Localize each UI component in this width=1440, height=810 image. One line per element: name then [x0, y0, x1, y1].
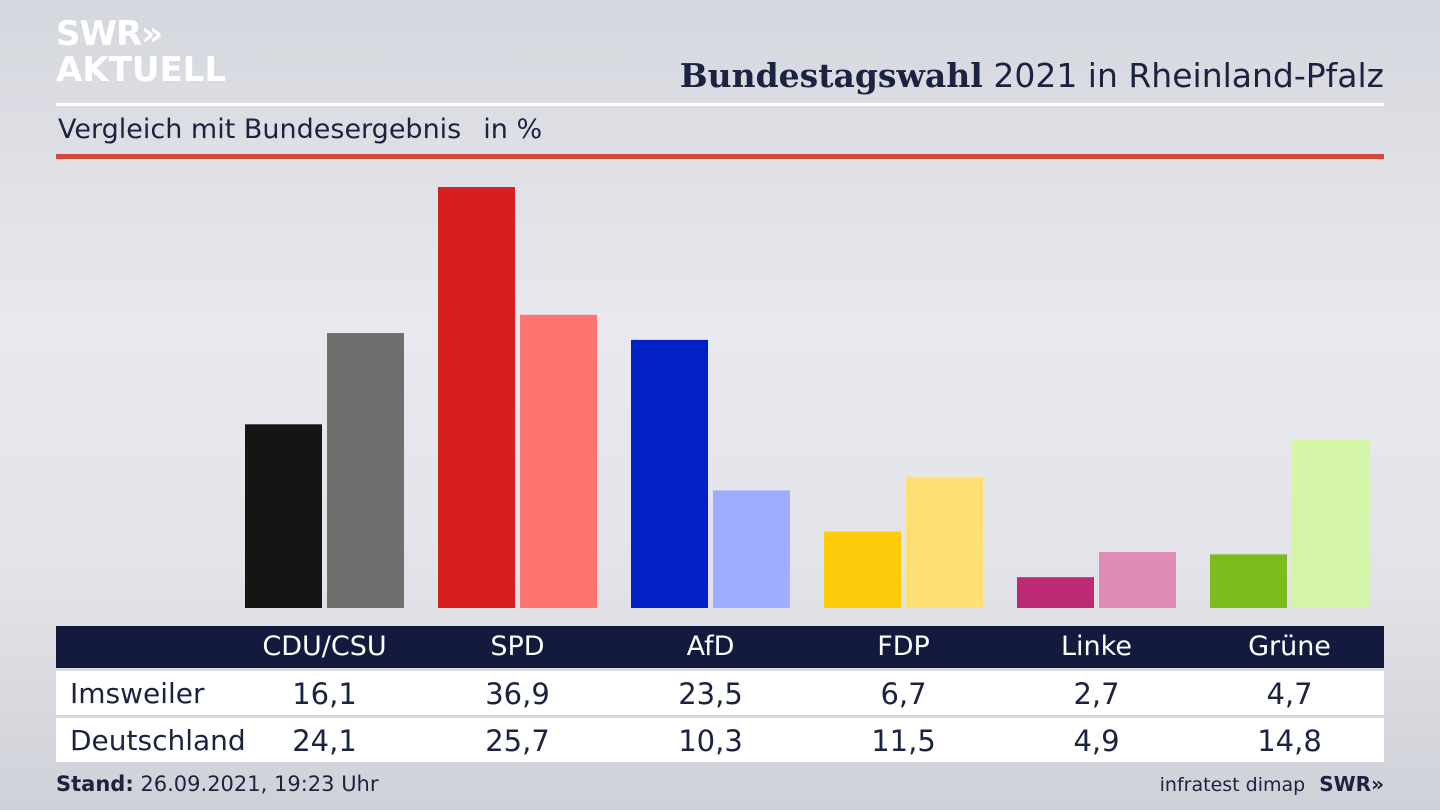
bar-afd-imsweiler	[631, 339, 708, 608]
logo-line-2: AKTUELL	[56, 50, 227, 90]
title-rest: 2021 in Rheinland-Pfalz	[993, 56, 1384, 95]
stand-label: Stand:	[56, 772, 134, 796]
results-table: CDU/CSU SPD AfD FDP Linke Grüne Imsweiler 16,…	[56, 626, 1384, 762]
bar-fdp-imsweiler	[824, 531, 901, 608]
column-header-gr-ne: Grüne	[1248, 631, 1331, 662]
value-cell-linke-imsweiler: 2,7	[1073, 677, 1120, 711]
value-cell-cdu-csu-imsweiler: 16,1	[292, 677, 357, 711]
title-bold: Bundestagswahl	[679, 56, 983, 95]
value-cell-gr-ne-deutschland: 14,8	[1257, 724, 1322, 758]
value-cell-fdp-imsweiler: 6,7	[880, 677, 927, 711]
unit-label: in %	[483, 114, 543, 145]
value-cell-fdp-deutschland: 11,5	[871, 724, 936, 758]
bar-chart	[245, 187, 1369, 608]
column-header-cdu-csu: CDU/CSU	[262, 631, 387, 662]
logo-line-1: SWR»	[56, 14, 163, 54]
row-label: Deutschland	[70, 724, 246, 757]
bar-cdu-csu-deutschland	[327, 333, 404, 608]
column-header-afd: AfD	[686, 631, 735, 662]
row-label: Imsweiler	[70, 677, 205, 710]
table-header-row: CDU/CSU SPD AfD FDP Linke Grüne	[56, 626, 1384, 668]
bar-fdp-deutschland	[906, 476, 983, 608]
source-text: infratest dimap	[1159, 774, 1306, 796]
source-credit: infratest dimap SWR»	[1160, 772, 1384, 796]
bar-cdu-csu-imsweiler	[245, 424, 322, 608]
column-header-linke: Linke	[1061, 631, 1132, 662]
bar-gr-ne-deutschland	[1292, 439, 1369, 608]
footer-swr-logo: SWR»	[1319, 772, 1384, 796]
bar-linke-deutschland	[1099, 552, 1176, 608]
value-cell-afd-imsweiler: 23,5	[678, 677, 743, 711]
bar-linke-imsweiler	[1017, 577, 1094, 608]
bar-spd-imsweiler	[438, 187, 515, 608]
value-cell-gr-ne-imsweiler: 4,7	[1266, 677, 1313, 711]
bar-spd-deutschland	[520, 314, 597, 608]
timestamp: Stand: 26.09.2021, 19:23 Uhr	[56, 772, 379, 796]
table-row-imsweiler: Imsweiler 16,1 36,9 23,5 6,7 2,7 4,7	[56, 671, 1384, 715]
column-header-fdp: FDP	[877, 631, 930, 662]
subtitle-divider	[56, 154, 1384, 159]
page-title: Bundestagswahl 2021 in Rheinland-Pfalz	[680, 56, 1384, 95]
stand-value: 26.09.2021, 19:23 Uhr	[140, 772, 379, 796]
subtitle-text: Vergleich mit Bundesergebnis	[58, 114, 462, 145]
bar-gr-ne-imsweiler	[1210, 554, 1287, 608]
value-cell-spd-deutschland: 25,7	[485, 724, 550, 758]
header-divider	[56, 103, 1384, 106]
value-cell-afd-deutschland: 10,3	[678, 724, 743, 758]
value-cell-cdu-csu-deutschland: 24,1	[292, 724, 357, 758]
bar-afd-deutschland	[713, 490, 790, 608]
chart-subtitle: Vergleich mit Bundesergebnis in %	[58, 114, 542, 145]
column-header-spd: SPD	[490, 631, 545, 662]
value-cell-linke-deutschland: 4,9	[1073, 724, 1120, 758]
value-cell-spd-imsweiler: 36,9	[485, 677, 550, 711]
table-row-deutschland: Deutschland 24,1 25,7 10,3 11,5 4,9 14,8	[56, 718, 1384, 762]
swr-aktuell-logo: SWR» AKTUELL	[56, 16, 226, 88]
